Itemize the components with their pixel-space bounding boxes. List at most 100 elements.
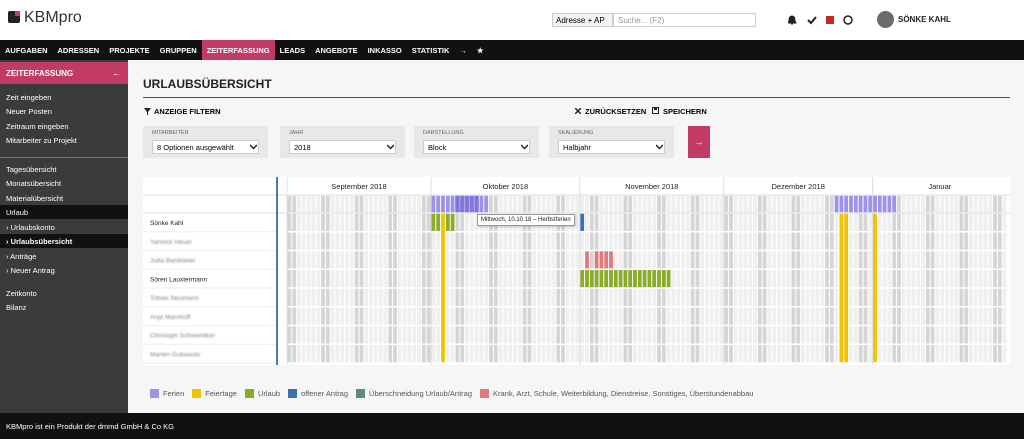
day-cell	[532, 345, 537, 363]
day-cell	[964, 251, 969, 269]
avatar[interactable]	[877, 11, 894, 28]
day-cell	[681, 288, 685, 306]
day-cell	[719, 326, 724, 344]
day-cell	[354, 288, 359, 306]
day-cell	[733, 195, 738, 213]
sidebar-item[interactable]: Tagesübersicht	[6, 165, 57, 174]
nav-item[interactable]: →	[459, 46, 467, 55]
sidebar-item[interactable]: Mitarbeiter zu Projekt	[6, 136, 77, 145]
day-cell	[690, 307, 695, 325]
filter-select[interactable]: Halbjahr	[558, 140, 665, 154]
day-cell	[661, 307, 666, 325]
nav-item[interactable]: AUFGABEN	[5, 46, 48, 55]
day-cell	[321, 326, 325, 344]
day-cell	[493, 345, 498, 363]
day-cell	[373, 326, 378, 344]
sidebar-item[interactable]: › Urlaubsübersicht	[0, 234, 128, 248]
nav-item[interactable]: GRUPPEN	[159, 46, 197, 55]
nav-item[interactable]: ANGEBOTE	[315, 46, 358, 55]
day-cell	[527, 270, 532, 288]
day-cell	[791, 251, 796, 269]
sidebar-item[interactable]: › Neuer Antrag	[6, 266, 55, 275]
day-cell	[426, 213, 431, 231]
sidebar-item[interactable]: Bilanz	[6, 303, 27, 312]
filter-toggle[interactable]: ANZEIGE FILTERN	[154, 107, 221, 116]
day-cell	[940, 213, 945, 231]
vacation	[604, 270, 609, 288]
sidebar-item[interactable]: Monatsübersicht	[6, 179, 62, 188]
day-cell	[412, 270, 417, 288]
day-cell	[604, 195, 609, 213]
day-cell	[829, 307, 834, 325]
month-label: Januar	[928, 182, 951, 191]
nav-item[interactable]: ★	[476, 46, 484, 55]
sidebar-item[interactable]: Urlaub	[0, 205, 128, 219]
filter-select[interactable]: 8 Optionen ausgewählt	[152, 140, 259, 154]
day-cell	[849, 307, 853, 325]
day-cell	[489, 307, 493, 325]
day-cell	[834, 288, 839, 306]
apply-button[interactable]: →	[688, 126, 710, 158]
day-cell	[637, 251, 642, 269]
day-cell	[637, 307, 642, 325]
search-input[interactable]: Suche... (F2)	[613, 13, 756, 27]
sidebar-item[interactable]: › Urlaubskonto	[6, 223, 55, 232]
day-cell	[748, 195, 753, 213]
day-cell	[369, 232, 373, 250]
stop-icon[interactable]	[826, 16, 834, 24]
day-cell	[575, 270, 580, 288]
day-cell	[949, 213, 954, 231]
nav-item[interactable]: PROJEKTE	[109, 46, 150, 55]
day-cell	[364, 326, 369, 344]
sidebar-item[interactable]: Zeitkonto	[6, 289, 37, 298]
day-cell	[757, 326, 762, 344]
day-cell	[772, 270, 777, 288]
legend-item: Urlaub	[244, 389, 280, 398]
day-cell	[402, 345, 407, 363]
day-cell	[642, 307, 647, 325]
sidebar-item[interactable]: Zeit eingeben	[6, 93, 52, 102]
day-cell	[594, 213, 599, 231]
save-button[interactable]: SPEICHERN	[663, 107, 707, 116]
day-cell	[316, 288, 321, 306]
nav-item[interactable]: STATISTIK	[411, 46, 450, 55]
day-cell	[421, 345, 426, 363]
nav-item[interactable]: ADRESSEN	[57, 46, 100, 55]
day-cell	[988, 345, 993, 363]
filter-select[interactable]: Block	[423, 140, 530, 154]
day-cell	[853, 345, 858, 363]
day-cell	[330, 345, 335, 363]
nav-item[interactable]: LEADS	[279, 46, 306, 55]
nav-item[interactable]: INKASSO	[367, 46, 402, 55]
day-cell	[906, 288, 911, 306]
holiday-ferien	[479, 195, 484, 213]
employee-name: Sönke Kahl	[150, 220, 184, 227]
sidebar-item[interactable]: Neuer Posten	[6, 107, 52, 116]
day-cell	[661, 232, 666, 250]
day-cell	[714, 288, 719, 306]
day-cell	[297, 213, 301, 231]
clock-icon[interactable]	[843, 15, 853, 25]
day-cell	[556, 251, 561, 269]
day-cell	[733, 307, 738, 325]
day-cell	[863, 326, 868, 344]
user-name[interactable]: SÖNKE KAHL	[898, 15, 951, 24]
sidebar-back[interactable]: ←	[112, 68, 121, 78]
day-cell	[647, 326, 652, 344]
day-cell	[393, 251, 397, 269]
day-cell	[628, 232, 633, 250]
day-cell	[359, 195, 364, 213]
day-cell	[330, 251, 335, 269]
reset-button[interactable]: ZURÜCKSETZEN	[585, 107, 647, 116]
employee-name: Christoph Schweintker	[150, 333, 216, 340]
nav-item[interactable]: ZEITERFASSUNG	[201, 40, 275, 60]
day-cell	[618, 326, 623, 344]
sidebar-item[interactable]: Materialübersicht	[6, 194, 64, 203]
sidebar-item[interactable]: Zeitraum eingeben	[6, 122, 69, 131]
check-icon[interactable]	[807, 16, 817, 25]
day-cell	[469, 251, 474, 269]
bell-icon[interactable]	[788, 15, 797, 25]
search-scope[interactable]: Adresse + AP	[552, 13, 613, 27]
sidebar-item[interactable]: › Anträge	[6, 252, 37, 261]
filter-select[interactable]: 2018	[289, 140, 396, 154]
